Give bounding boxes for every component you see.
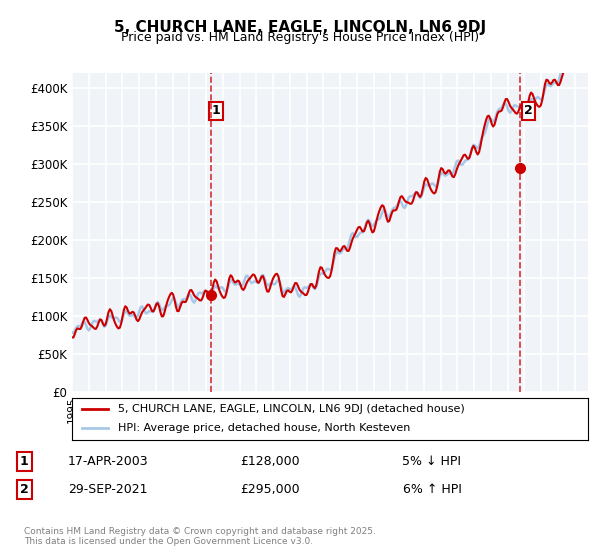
Text: 1: 1 [20,455,28,468]
Text: 5, CHURCH LANE, EAGLE, LINCOLN, LN6 9DJ: 5, CHURCH LANE, EAGLE, LINCOLN, LN6 9DJ [114,20,486,35]
Text: 17-APR-2003: 17-APR-2003 [68,455,148,468]
Text: HPI: Average price, detached house, North Kesteven: HPI: Average price, detached house, Nort… [118,423,411,433]
Text: £295,000: £295,000 [240,483,300,496]
Text: 5, CHURCH LANE, EAGLE, LINCOLN, LN6 9DJ (detached house): 5, CHURCH LANE, EAGLE, LINCOLN, LN6 9DJ … [118,404,465,414]
Text: 1: 1 [212,104,220,117]
Text: 2: 2 [524,104,533,117]
Text: 2: 2 [20,483,28,496]
Text: Contains HM Land Registry data © Crown copyright and database right 2025.
This d: Contains HM Land Registry data © Crown c… [24,526,376,546]
Text: £128,000: £128,000 [240,455,300,468]
Text: 29-SEP-2021: 29-SEP-2021 [68,483,148,496]
Text: Price paid vs. HM Land Registry's House Price Index (HPI): Price paid vs. HM Land Registry's House … [121,31,479,44]
Text: 6% ↑ HPI: 6% ↑ HPI [403,483,461,496]
Text: 5% ↓ HPI: 5% ↓ HPI [403,455,461,468]
